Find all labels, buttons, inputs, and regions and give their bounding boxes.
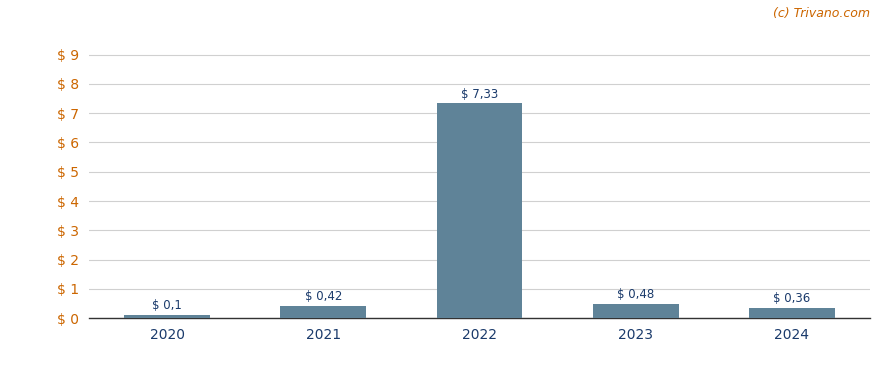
Bar <box>749 307 835 318</box>
Bar <box>281 306 367 318</box>
Bar <box>592 304 678 318</box>
Text: $ 0,42: $ 0,42 <box>305 290 342 303</box>
Text: $ 0,1: $ 0,1 <box>153 299 182 312</box>
Text: $ 7,33: $ 7,33 <box>461 88 498 101</box>
Bar <box>124 315 210 318</box>
Bar <box>437 104 522 318</box>
Text: $ 0,36: $ 0,36 <box>773 292 811 305</box>
Text: $ 0,48: $ 0,48 <box>617 288 654 301</box>
Text: (c) Trivano.com: (c) Trivano.com <box>773 7 870 20</box>
